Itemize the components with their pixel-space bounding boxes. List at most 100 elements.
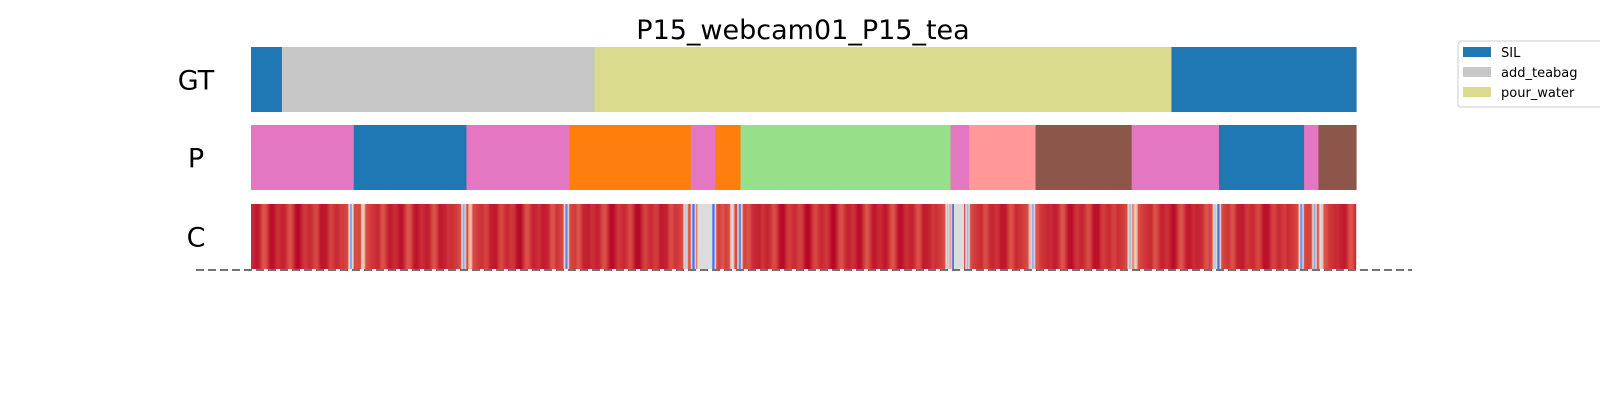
confidence-cell [1029,204,1031,269]
confidence-cell [385,204,387,269]
confidence-cell [1338,204,1340,269]
confidence-cell [1032,204,1034,269]
confidence-cell [725,204,727,269]
confidence-cell [1057,204,1059,269]
confidence-cell [824,204,826,269]
confidence-cell [716,204,718,269]
confidence-cell [774,204,776,269]
confidence-cell [631,204,633,269]
segment-bar [1131,125,1220,190]
confidence-cell [1125,204,1127,269]
confidence-cell [1227,204,1229,269]
confidence-cell [654,204,656,269]
confidence-cell [1254,204,1256,269]
confidence-cell [807,204,809,269]
confidence-cell [1038,204,1040,269]
confidence-cell [414,204,416,269]
confidence-cell [1091,204,1093,269]
confidence-cell [300,204,302,269]
confidence-cell [1200,204,1202,269]
confidence-cell [1164,204,1166,269]
confidence-cell [383,204,385,269]
confidence-cell [770,204,772,269]
confidence-cell [771,204,773,269]
confidence-cell [346,204,348,269]
segment-bar [1218,125,1305,190]
confidence-cell [732,204,734,269]
confidence-cell [1022,204,1024,269]
confidence-cell [389,204,391,269]
confidence-cell [606,204,608,269]
confidence-cell [834,204,836,269]
confidence-cell [493,204,495,269]
confidence-cell [939,204,941,269]
confidence-cell [376,204,378,269]
confidence-cell [747,204,749,269]
confidence-cell [854,204,856,269]
confidence-cell [997,204,999,269]
confidence-cell [531,204,533,269]
segment-bar [594,47,1173,112]
confidence-cell [726,204,728,269]
confidence-cell [1349,204,1351,269]
confidence-cell [1102,204,1104,269]
confidence-cell [325,204,327,269]
confidence-cell [1106,204,1108,269]
confidence-cell [1308,204,1310,269]
confidence-cell [1017,204,1019,269]
confidence-cell [835,204,837,269]
confidence-cell [853,204,855,269]
confidence-cell [810,204,812,269]
confidence-cell [892,204,894,269]
confidence-cell [359,204,361,269]
confidence-cell [1222,204,1224,269]
confidence-cell [897,204,899,269]
confidence-cell [441,204,443,269]
confidence-cell [1179,204,1181,269]
confidence-cell [431,204,433,269]
confidence-cell [1350,204,1352,269]
confidence-cell [1322,204,1324,269]
confidence-cell [570,204,572,269]
confidence-cell [806,204,808,269]
confidence-cell [1006,204,1008,269]
confidence-cell [312,204,314,269]
confidence-cell [804,204,806,269]
confidence-cell [280,204,282,269]
confidence-cell [1133,204,1135,269]
confidence-cell [946,204,948,269]
confidence-cell [973,204,975,269]
confidence-cell [1061,204,1063,269]
confidence-cell [967,204,969,269]
confidence-cell [893,204,895,269]
confidence-cell [1255,204,1257,269]
confidence-cell [1001,204,1003,269]
confidence-cell [1100,204,1102,269]
confidence-cell [574,204,576,269]
confidence-cell [469,204,471,269]
confidence-cell [947,204,949,269]
confidence-cell [970,204,972,269]
confidence-cell [662,204,664,269]
confidence-cell [449,204,451,269]
confidence-cell [797,204,799,269]
confidence-cell [314,204,316,269]
confidence-cell [292,204,294,269]
confidence-cell [572,204,574,269]
confidence-cell [651,204,653,269]
confidence-cell [1096,204,1098,269]
confidence-cell [679,204,681,269]
confidence-cell [1169,204,1171,269]
confidence-cell [1208,204,1210,269]
confidence-cell [987,204,989,269]
confidence-cell [464,204,466,269]
confidence-cell [1217,204,1219,269]
confidence-cell [643,204,645,269]
confidence-cell [1304,204,1306,269]
confidence-cell [690,204,692,269]
confidence-cell [1198,204,1200,269]
confidence-cell [1085,204,1087,269]
confidence-cell [326,204,328,269]
confidence-cell [507,204,509,269]
confidence-cell [865,204,867,269]
